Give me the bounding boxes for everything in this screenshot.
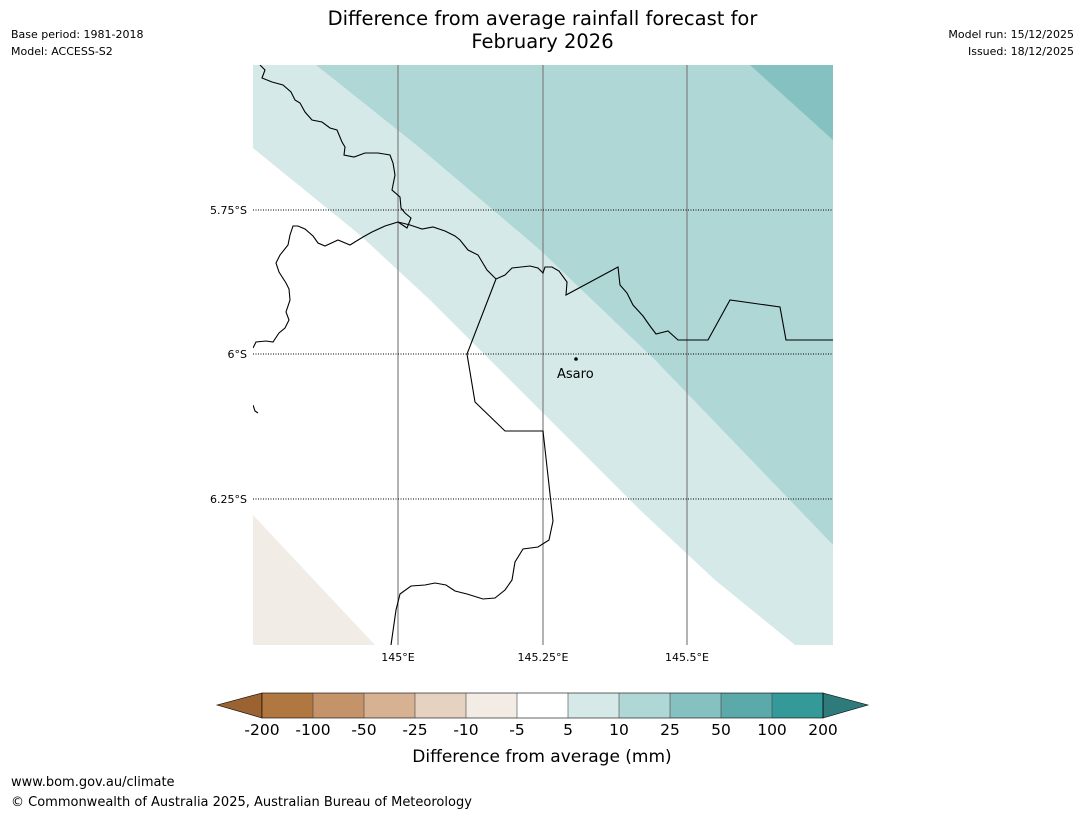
- colorbar-bin-4: [415, 693, 466, 718]
- colorbar-bin-6: [517, 693, 568, 718]
- colorbar-tick-label: -200: [244, 721, 279, 739]
- base-period: Base period: 1981-2018: [11, 28, 144, 41]
- model-info: Base period: 1981-2018 Model: ACCESS-S2: [11, 26, 143, 60]
- colorbar-title: Difference from average (mm): [412, 747, 671, 767]
- asaro-label: Asaro: [557, 367, 594, 382]
- colorbar-bin-5: [466, 693, 517, 718]
- band-minus-10-to-minus-5mm: [253, 515, 375, 645]
- colorbar-bin-9: [670, 693, 721, 718]
- colorbar-tick-label: 5: [563, 721, 573, 739]
- colorbar-low-extend: [215, 692, 263, 719]
- lat-label-6-25s: 6.25°S: [210, 493, 247, 506]
- colorbar-tick-label: 50: [711, 721, 731, 739]
- lon-label-145-5e: 145.5°E: [665, 651, 709, 664]
- colorbar-bin-1: [262, 693, 313, 718]
- colorbar-bin-8: [619, 693, 670, 718]
- colorbar-tick-label: 100: [757, 721, 787, 739]
- colorbar-bin-7: [568, 693, 619, 718]
- model-run-date: Model run: 15/12/2025: [948, 28, 1074, 41]
- lon-label-145e: 145°E: [381, 651, 414, 664]
- band-25-to-50mm: [750, 65, 833, 140]
- colorbar-tick-label: -5: [509, 721, 524, 739]
- boundary-south: [390, 278, 554, 645]
- lat-label-6s: 6°S: [228, 348, 247, 361]
- colorbar-high-extend: [822, 692, 870, 719]
- colorbar-bin-11: [772, 693, 823, 718]
- band-10-to-25mm: [316, 65, 833, 545]
- run-info: Model run: 15/12/2025 Issued: 18/12/2025: [948, 26, 1074, 60]
- asaro-marker: [574, 357, 578, 361]
- colorbar-tick-label: -50: [351, 721, 376, 739]
- lon-label-145-25e: 145.25°E: [518, 651, 569, 664]
- title-line-1: Difference from average rainfall forecas…: [327, 7, 758, 30]
- colorbar-tick-label: 25: [660, 721, 680, 739]
- footer-copyright: © Commonwealth of Australia 2025, Austra…: [11, 795, 472, 810]
- colorbar-tick-label: -100: [295, 721, 330, 739]
- colorbar: -200 -100 -50 -25 -10 -5 5 10 25 50 100 …: [215, 692, 870, 767]
- boundary-west: [253, 65, 412, 349]
- colorbar-tick-label: 200: [808, 721, 838, 739]
- colorbar-outline: [261, 692, 824, 719]
- boundary-fragment: [253, 404, 259, 414]
- title-line-2: February 2026: [471, 30, 614, 53]
- colorbar-bin-3: [364, 693, 415, 718]
- footer-url[interactable]: www.bom.gov.au/climate: [11, 775, 175, 790]
- boundary-north: [397, 221, 833, 341]
- colorbar-tick-label: 10: [609, 721, 629, 739]
- map-title: Difference from average rainfall forecas…: [0, 7, 1085, 53]
- model-name: Model: ACCESS-S2: [11, 45, 113, 58]
- lat-label-5-75s: 5.75°S: [210, 204, 247, 217]
- issued-date: Issued: 18/12/2025: [967, 45, 1074, 58]
- map-panel: [253, 65, 833, 645]
- colorbar-tick-label: -25: [402, 721, 427, 739]
- colorbar-tick-label: -10: [453, 721, 478, 739]
- colorbar-bin-2: [313, 693, 364, 718]
- colorbar-bin-10: [721, 693, 772, 718]
